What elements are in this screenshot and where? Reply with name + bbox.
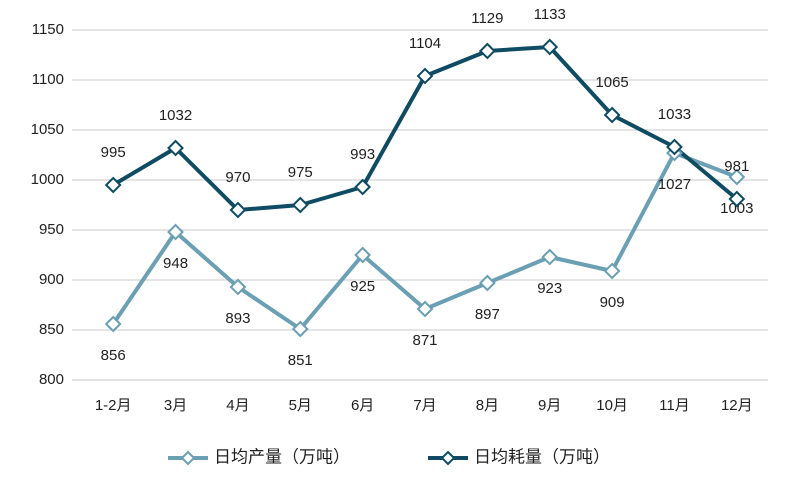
y-tick-label: 1100 bbox=[32, 71, 64, 88]
data-label: 1065 bbox=[595, 74, 628, 91]
marker bbox=[229, 278, 247, 296]
marker bbox=[291, 196, 309, 214]
y-tick-label: 1050 bbox=[31, 121, 64, 138]
x-tick-label: 12月 bbox=[721, 397, 753, 414]
x-tick-label: 10月 bbox=[596, 397, 628, 414]
marker bbox=[291, 320, 309, 338]
legend-marker bbox=[180, 450, 196, 466]
marker bbox=[728, 168, 746, 186]
marker bbox=[728, 190, 746, 208]
y-tick-label: 850 bbox=[39, 321, 64, 338]
x-tick-label: 5月 bbox=[289, 397, 312, 414]
data-label: 909 bbox=[600, 294, 625, 311]
data-label: 1003 bbox=[720, 200, 753, 217]
marker bbox=[603, 106, 621, 124]
x-tick-label: 11月 bbox=[659, 397, 690, 414]
data-label: 975 bbox=[288, 164, 313, 181]
x-tick-label: 4月 bbox=[226, 397, 249, 414]
data-label: 981 bbox=[724, 158, 749, 175]
data-label: 856 bbox=[101, 347, 126, 364]
y-tick-label: 950 bbox=[39, 221, 64, 238]
y-tick-label: 900 bbox=[39, 271, 64, 288]
data-label: 1033 bbox=[658, 106, 691, 123]
x-tick-label: 1-2月 bbox=[95, 397, 132, 414]
marker bbox=[354, 178, 372, 196]
marker bbox=[603, 262, 621, 280]
marker bbox=[104, 315, 122, 333]
marker bbox=[354, 246, 372, 264]
x-tick-label: 7月 bbox=[413, 397, 436, 414]
data-label: 893 bbox=[225, 310, 250, 327]
data-label: 923 bbox=[537, 280, 562, 297]
marker bbox=[478, 42, 496, 60]
data-label: 871 bbox=[412, 332, 437, 349]
marker bbox=[666, 138, 683, 156]
x-tick-label: 3月 bbox=[164, 397, 187, 414]
marker bbox=[541, 248, 559, 266]
legend-marker bbox=[440, 450, 456, 466]
data-label: 925 bbox=[350, 278, 375, 295]
data-label: 1133 bbox=[534, 6, 566, 23]
marker bbox=[229, 201, 247, 219]
marker bbox=[478, 274, 496, 292]
x-tick-label: 8月 bbox=[476, 397, 499, 414]
y-tick-label: 1000 bbox=[31, 171, 64, 188]
x-tick-label: 6月 bbox=[351, 397, 374, 414]
legend-label: 日均产量（万吨） bbox=[214, 447, 350, 466]
data-label: 1104 bbox=[409, 35, 441, 52]
data-label: 993 bbox=[350, 146, 375, 163]
data-label: 1027 bbox=[658, 176, 691, 193]
data-label: 897 bbox=[475, 306, 500, 323]
marker bbox=[167, 223, 184, 241]
data-label: 1129 bbox=[471, 10, 503, 27]
y-tick-label: 1150 bbox=[32, 21, 64, 38]
data-label: 851 bbox=[288, 352, 313, 369]
y-tick-label: 800 bbox=[39, 371, 64, 388]
marker bbox=[416, 300, 434, 318]
marker bbox=[104, 176, 122, 194]
marker bbox=[416, 67, 434, 85]
marker bbox=[541, 38, 559, 56]
data-label: 970 bbox=[225, 169, 250, 186]
data-label: 948 bbox=[163, 255, 188, 272]
legend-label: 日均耗量（万吨） bbox=[474, 447, 610, 466]
data-label: 1032 bbox=[159, 107, 192, 124]
data-label: 995 bbox=[101, 144, 126, 161]
x-tick-label: 9月 bbox=[538, 397, 561, 414]
marker bbox=[167, 139, 184, 157]
